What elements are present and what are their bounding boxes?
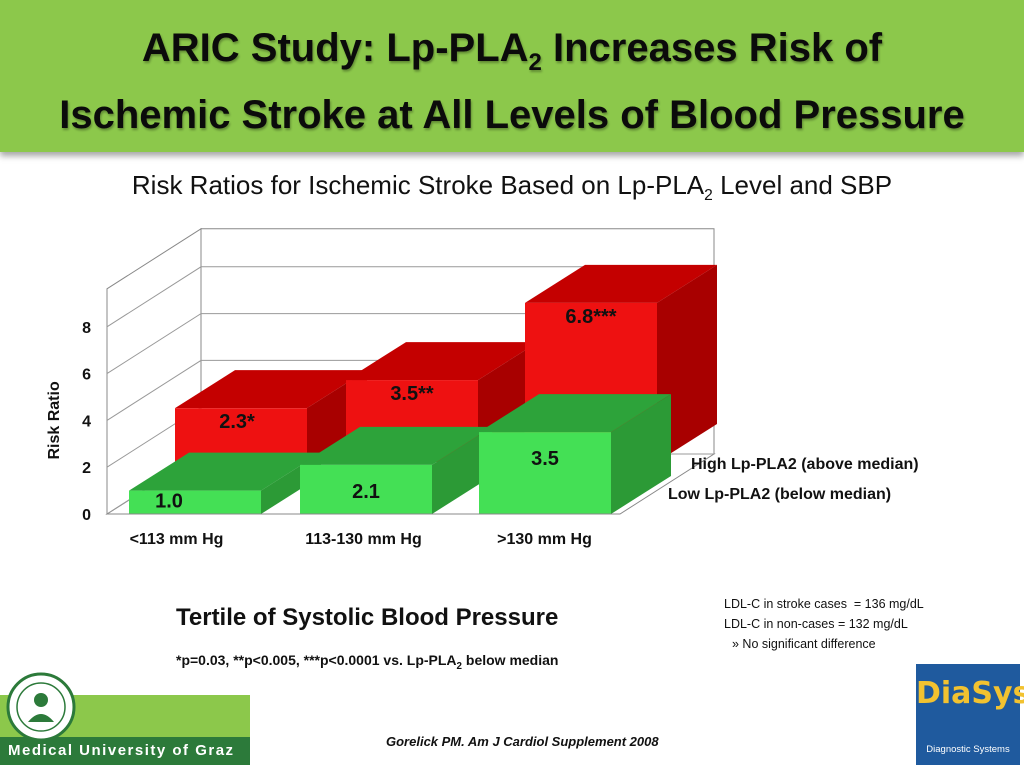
y-tick-label: 2 [82,460,91,477]
data-label-high: 6.8*** [565,306,616,328]
data-label-high: 3.5** [390,383,434,405]
data-label-low: 2.1 [352,481,380,503]
bar-high-top [525,264,717,303]
chart-subtitle: Risk Ratios for Ischemic Stroke Based on… [131,170,893,205]
bar-low-top [479,394,671,433]
university-name-bar [0,737,250,765]
bar-low [479,432,611,514]
y-tick-label: 0 [82,507,91,524]
bar-low [300,464,432,514]
bar-low-side [432,426,492,514]
bar-low [129,490,261,514]
x-axis-title: Tertile of Systolic Blood Pressure [176,604,559,631]
y-gridline [106,266,714,328]
ldl-conclusion-note: » No significant difference [732,637,876,651]
y-tick-label: 8 [82,320,91,337]
diasys-tagline: Diagnostic Systems [926,744,1010,755]
citation: Gorelick PM. Am J Cardiol Supplement 200… [386,734,659,749]
ldl-cases-note: LDL-C in stroke cases = 136 mg/dL [724,597,924,611]
bar-high-top [175,370,367,409]
y-axis-title: Risk Ratio [46,381,63,459]
legend-low: Low Lp-PLA2 (below median) [668,486,892,503]
title-line-2: Ischemic Stroke at All Levels of Blood P… [59,93,965,137]
university-name: Medical University of Graz [8,742,235,759]
data-label-low: 3.5 [531,448,559,470]
bar-high-side [657,264,717,462]
x-tick-label: >130 mm Hg [497,531,592,548]
data-label-high: 2.3* [219,411,255,433]
data-label-low: 1.0 [155,491,183,513]
bar-high-top [346,342,538,381]
x-tick-label: <113 mm Hg [130,531,224,548]
y-tick-label: 6 [82,367,91,384]
x-tick-label: 113-130 mm Hg [305,531,422,548]
title-banner [0,0,1024,152]
diasys-logo: DiaSys Diagnostic Systems [916,664,1024,765]
ldl-notes: LDL-C in stroke cases = 136 mg/dL LDL-C … [724,594,924,654]
bar-low-top [129,452,321,491]
slide-title: ARIC Study: Lp-PLA2 Increases Risk of Is… [0,22,1024,141]
y-tick-label: 4 [82,413,91,430]
bar-low-top [300,426,492,465]
significance-footnote: *p=0.03, **p<0.005, ***p<0.0001 vs. Lp-P… [176,652,559,672]
university-seal-icon [6,672,76,742]
bar-low-side [611,394,671,514]
title-line-1: ARIC Study: Lp-PLA2 Increases Risk of [141,26,883,76]
ldl-noncases-note: LDL-C in non-cases = 132 mg/dL [724,617,908,631]
legend-high: High Lp-PLA2 (above median) [691,456,919,473]
diasys-name: DiaSys [916,676,1024,711]
